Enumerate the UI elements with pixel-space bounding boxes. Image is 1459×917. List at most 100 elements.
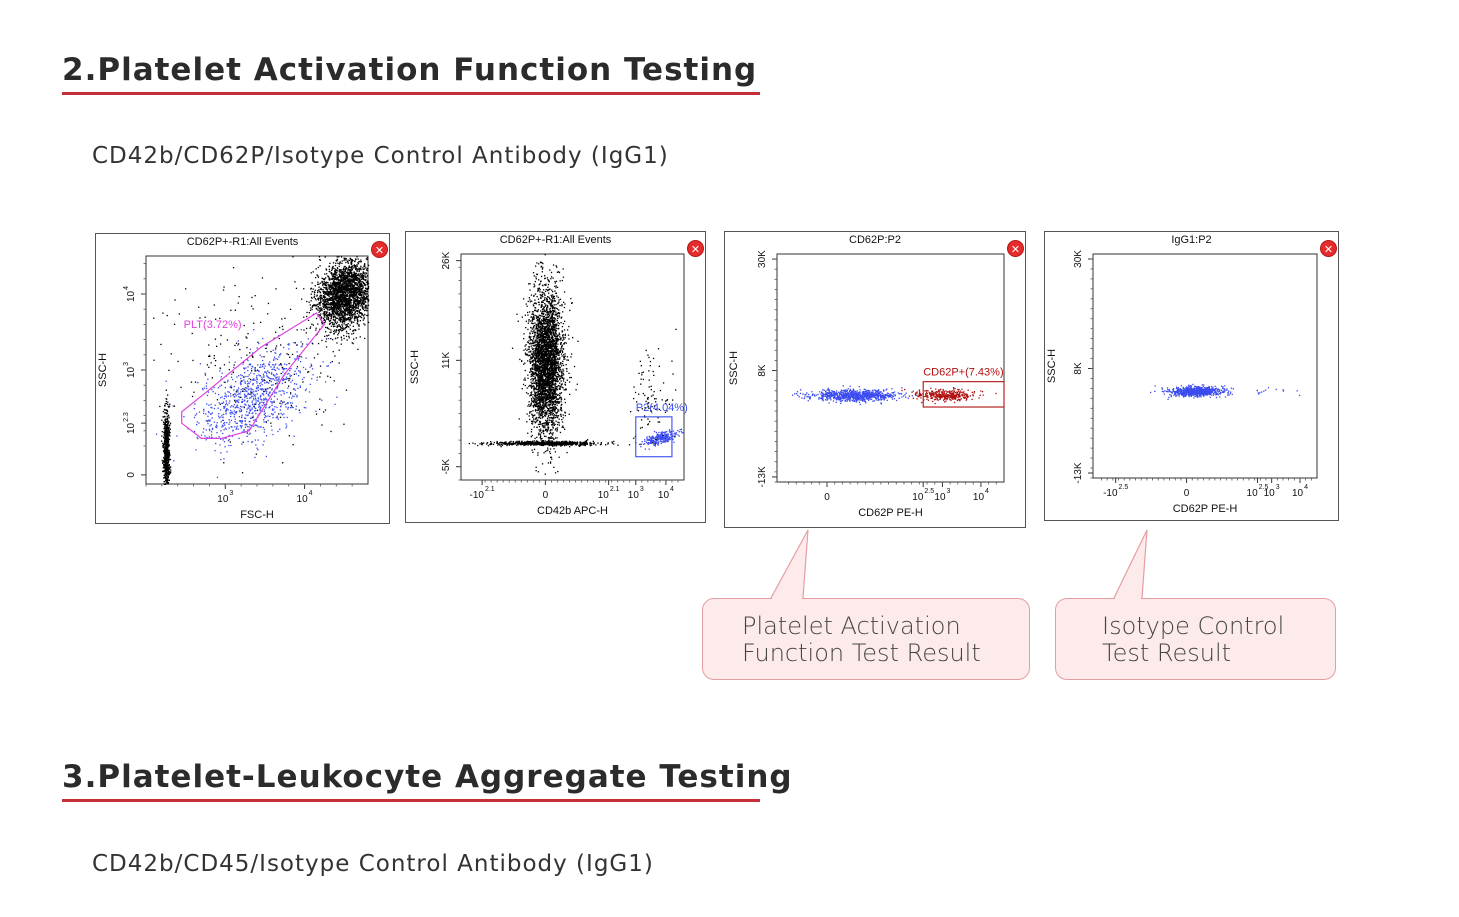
event-dot [324,291,326,293]
event-dot [362,267,364,269]
event-dot [320,313,322,315]
event-dot [364,300,367,302]
event-dot [326,311,328,313]
event-dot [258,342,260,345]
event-dot [240,388,242,391]
event-dot [352,276,354,278]
event-dot [261,378,263,380]
event-dot [241,422,243,424]
event-dot [360,272,362,275]
event-dot [293,341,295,344]
event-dot [193,416,196,419]
event-dot [234,426,236,428]
event-dot [163,437,165,439]
event-dot [284,378,286,381]
event-dot [348,300,350,303]
event-dot [292,395,294,397]
event-dot [363,299,365,301]
event-dot [337,332,340,334]
event-dot [166,465,169,467]
event-dot [215,442,217,445]
event-dot [346,314,349,316]
event-dot [309,309,312,311]
event-dot [229,406,232,408]
event-dot [286,391,288,394]
event-dot [205,413,207,415]
event-dot [328,313,331,315]
event-dot [363,263,366,266]
event-dot [223,398,225,400]
event-dot [222,401,225,403]
event-dot [309,304,311,306]
event-dot [199,317,201,319]
event-dot [529,418,531,421]
event-dot [356,269,358,272]
event-dot [332,289,334,291]
event-dot [360,289,362,291]
event-dot [324,303,326,305]
event-dot [259,401,261,403]
event-dot [333,280,335,283]
event-dot [198,306,200,308]
event-dot [278,334,280,337]
event-dot [354,314,356,316]
event-dot [257,449,259,451]
event-dot [238,296,240,298]
event-dot [235,412,237,414]
event-dot [551,326,554,328]
event-dot [169,428,171,430]
event-dot [325,338,328,340]
event-dot [332,265,334,268]
event-dot [362,268,364,271]
event-dot [254,398,257,400]
event-dot [268,363,270,365]
event-dot [290,392,292,394]
event-dot [164,473,167,476]
event-dot [541,387,543,389]
event-dot [230,415,232,418]
event-dot [331,302,333,304]
event-dot [164,467,166,469]
event-dot [354,316,356,318]
event-dot [332,318,334,321]
event-dot [310,365,313,367]
event-dot [340,269,342,272]
event-dot [232,406,234,408]
event-dot [334,278,336,280]
event-dot [335,299,337,302]
event-dot [357,316,359,318]
event-dot [267,376,269,378]
event-dot [360,304,363,306]
event-dot [346,277,348,279]
event-dot [327,299,329,301]
event-dot [165,440,167,442]
event-dot [164,457,167,459]
close-icon[interactable]: ✕ [371,241,388,258]
event-dot [348,317,350,319]
event-dot [326,365,328,367]
event-dot [209,420,211,422]
event-dot [532,406,535,408]
event-dot [167,458,170,460]
event-dot [528,340,530,342]
event-dot [346,284,348,287]
event-dot [296,351,298,353]
event-dot [353,300,355,302]
event-dot [352,273,354,276]
event-dot [246,435,248,437]
event-dot [246,432,248,434]
event-dot [254,418,256,421]
event-dot [167,482,169,484]
event-dot [242,441,244,443]
event-dot [243,376,245,378]
event-dot [253,399,255,401]
event-dot [315,268,317,270]
event-dot [249,409,251,411]
event-dot [330,315,332,318]
event-dot [339,279,341,282]
event-dot [324,281,326,284]
event-dot [334,296,336,298]
event-dot [274,391,276,393]
event-dot [256,409,259,411]
section-title-activation: 2.Platelet Activation Function Testing [62,52,758,88]
